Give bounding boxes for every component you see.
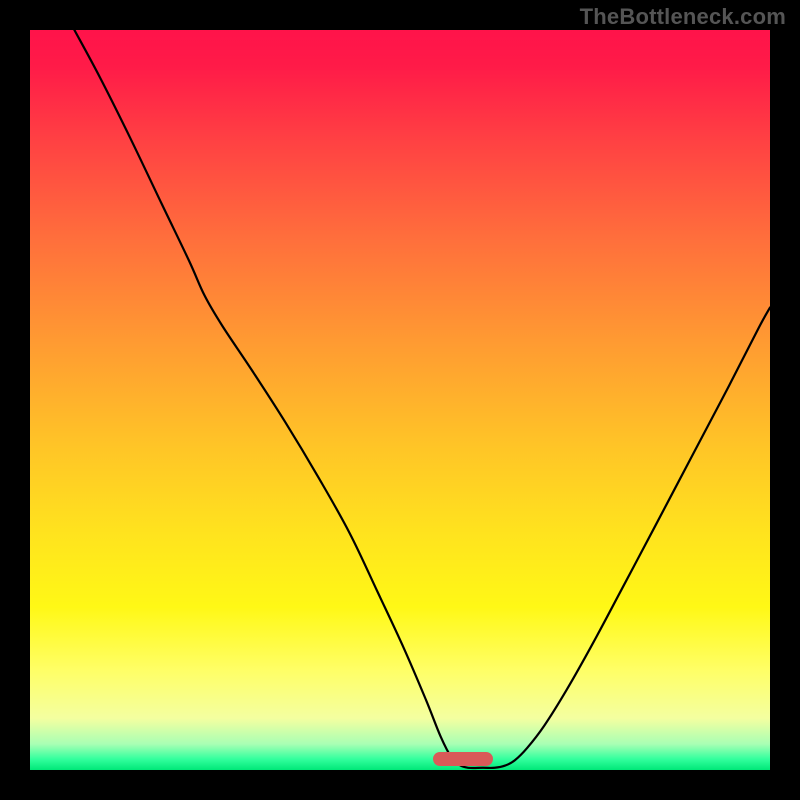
chart-frame: TheBottleneck.com <box>0 0 800 800</box>
curve-layer <box>30 30 770 770</box>
plot-area <box>30 30 770 770</box>
optimum-marker <box>433 752 494 766</box>
watermark-text: TheBottleneck.com <box>580 4 786 30</box>
bottleneck-curve <box>74 30 770 768</box>
